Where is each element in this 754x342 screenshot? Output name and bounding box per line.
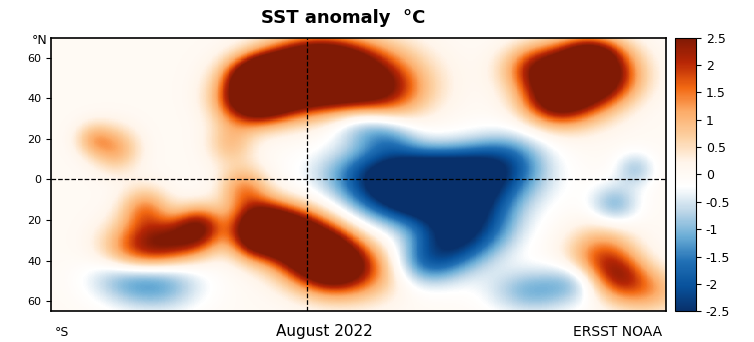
Text: °N: °N xyxy=(32,34,48,47)
Text: °S: °S xyxy=(55,326,69,339)
Text: SST anomaly  °C: SST anomaly °C xyxy=(261,9,425,27)
Text: August 2022: August 2022 xyxy=(276,324,372,339)
Text: ERSST NOAA: ERSST NOAA xyxy=(573,325,662,339)
